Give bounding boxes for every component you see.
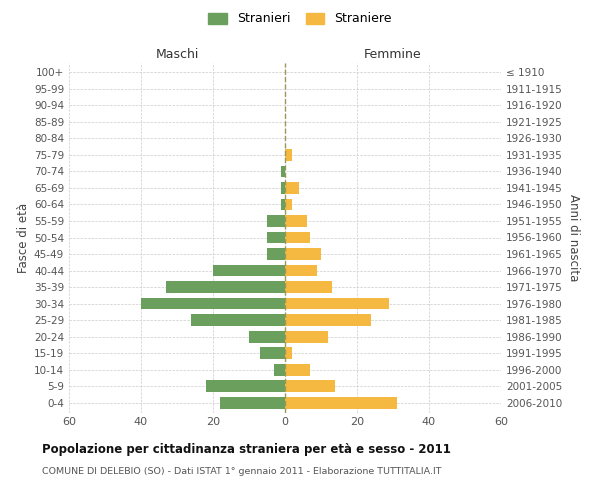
Text: Popolazione per cittadinanza straniera per età e sesso - 2011: Popolazione per cittadinanza straniera p… <box>42 442 451 456</box>
Bar <box>285 314 371 326</box>
Bar <box>285 298 389 310</box>
Bar <box>274 364 285 376</box>
Text: Femmine: Femmine <box>364 48 422 61</box>
Bar <box>285 347 292 359</box>
Bar <box>213 264 285 276</box>
Y-axis label: Anni di nascita: Anni di nascita <box>567 194 580 281</box>
Bar <box>285 198 292 210</box>
Bar <box>285 396 397 408</box>
Bar <box>285 248 321 260</box>
Bar <box>206 380 285 392</box>
Text: COMUNE DI DELEBIO (SO) - Dati ISTAT 1° gennaio 2011 - Elaborazione TUTTITALIA.IT: COMUNE DI DELEBIO (SO) - Dati ISTAT 1° g… <box>42 468 442 476</box>
Bar <box>285 215 307 227</box>
Bar <box>285 232 310 243</box>
Bar <box>267 232 285 243</box>
Bar <box>260 347 285 359</box>
Bar <box>285 264 317 276</box>
Y-axis label: Fasce di età: Fasce di età <box>17 202 30 272</box>
Text: Maschi: Maschi <box>155 48 199 61</box>
Bar <box>267 248 285 260</box>
Bar <box>249 330 285 342</box>
Bar <box>281 166 285 177</box>
Bar <box>285 330 328 342</box>
Bar <box>220 396 285 408</box>
Bar <box>285 380 335 392</box>
Legend: Stranieri, Straniere: Stranieri, Straniere <box>205 8 395 29</box>
Bar <box>141 298 285 310</box>
Bar <box>281 198 285 210</box>
Bar <box>285 281 332 293</box>
Bar <box>281 182 285 194</box>
Bar <box>267 215 285 227</box>
Bar <box>285 182 299 194</box>
Bar <box>191 314 285 326</box>
Bar <box>166 281 285 293</box>
Bar <box>285 149 292 161</box>
Bar <box>285 364 310 376</box>
